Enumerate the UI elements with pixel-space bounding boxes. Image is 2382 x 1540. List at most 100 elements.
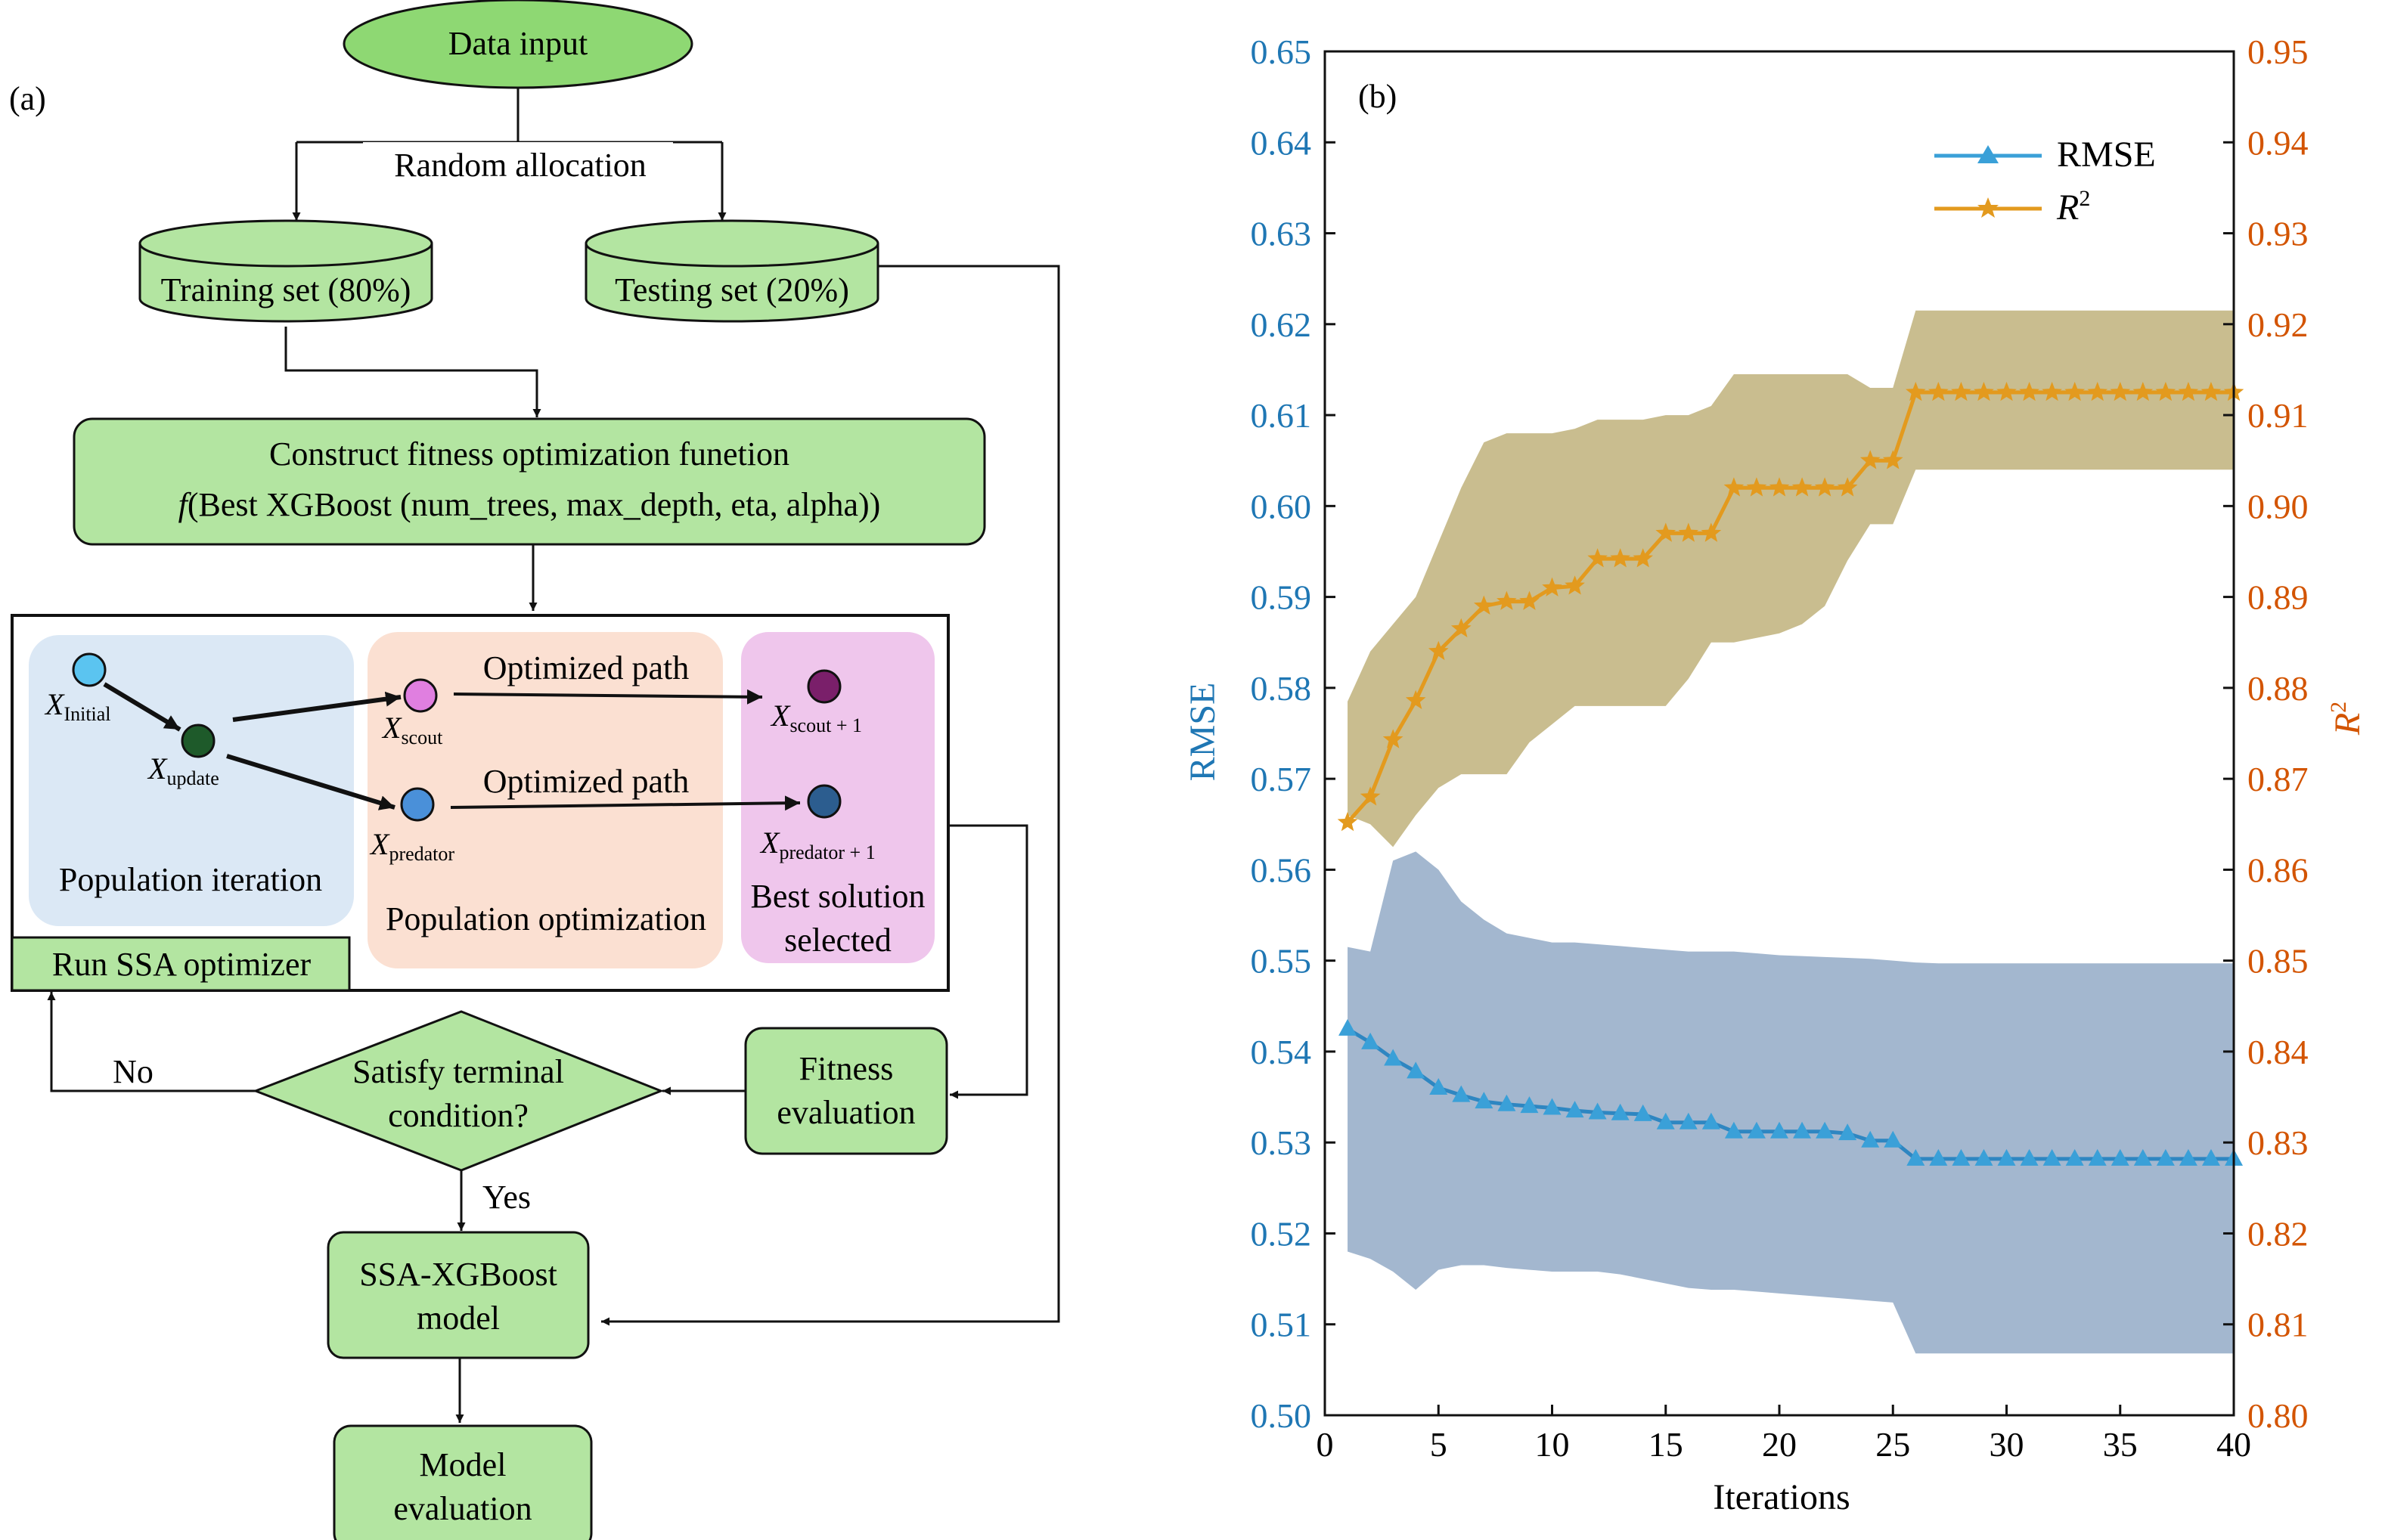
rmse-marker [1838, 1123, 1857, 1141]
chart-bands [1348, 310, 2234, 1354]
r2-marker [1451, 618, 1472, 637]
r2-marker [1996, 382, 2017, 401]
r2-marker [1882, 450, 1903, 469]
yes-label: Yes [482, 1179, 531, 1216]
rmse-marker [1816, 1121, 1835, 1139]
r2-marker [2064, 382, 2085, 401]
data-input-label: Data input [448, 25, 588, 62]
rmse-marker [1407, 1061, 1425, 1079]
x-axis-label: Iterations [1713, 1477, 1850, 1517]
rmse-marker [1520, 1096, 1539, 1114]
rmse-marker [1656, 1112, 1675, 1129]
node-x-update [181, 724, 216, 758]
r2-marker [1906, 382, 1926, 401]
node-x-scout [403, 678, 438, 713]
y-right-tick-label: 0.81 [2247, 1306, 2309, 1344]
x-tick-label: 40 [2216, 1425, 2251, 1464]
r2-marker [1337, 811, 1358, 832]
rmse-marker [1701, 1112, 1720, 1129]
label-x-predator: Xpredator [369, 827, 454, 865]
r2-marker [2155, 382, 2176, 401]
rmse-band [1348, 851, 2234, 1354]
x-tick-label: 0 [1317, 1425, 1334, 1464]
y-left-tick-label: 0.64 [1251, 123, 1312, 162]
random-allocation-label: Random allocation [394, 147, 647, 184]
r2-marker [2110, 382, 2131, 401]
rmse-marker [1475, 1092, 1493, 1109]
x-tick-label: 30 [1990, 1425, 2024, 1464]
x-tick-label: 35 [2103, 1425, 2138, 1464]
r2-marker [1951, 382, 1971, 401]
rmse-marker [1906, 1148, 1925, 1166]
y-right-tick-label: 0.87 [2247, 760, 2309, 798]
rmse-marker [2179, 1148, 2197, 1166]
flowchart: (a) Data input Random allocation Trainin… [9, 0, 1060, 1540]
y-right-tick-label: 0.93 [2247, 215, 2309, 253]
r2-marker [1814, 477, 1835, 497]
arrow-predator-path [450, 795, 801, 811]
y-right-tick-label: 0.94 [2247, 123, 2309, 162]
x-tick-label: 20 [1762, 1425, 1797, 1464]
y-axis-left-ticks: 0.50 0.51 0.52 0.53 0.54 0.55 0.56 0.57 0.58 0.59… [1251, 33, 1335, 1435]
rmse-marker [1361, 1032, 1380, 1049]
r2-marker [1610, 548, 1630, 568]
fitness-eval-box [744, 1027, 948, 1155]
r2-marker [1360, 786, 1381, 806]
x-tick-label: 15 [1648, 1425, 1683, 1464]
y-left-tick-label: 0.57 [1251, 760, 1312, 798]
rmse-marker [1588, 1102, 1607, 1120]
arrow-update-to-scout [232, 691, 402, 722]
rmse-marker [1452, 1085, 1471, 1102]
r2-marker [1791, 477, 1813, 497]
arrow-ssa-to-fitness-eval [948, 824, 1028, 1099]
rmse-marker [2020, 1148, 2039, 1166]
rmse-marker [2156, 1148, 2175, 1166]
model-eval-label-2: evaluation [393, 1490, 532, 1527]
no-label: No [113, 1053, 154, 1090]
r2-marker [1655, 522, 1676, 542]
y-left-tick-label: 0.59 [1251, 578, 1312, 617]
split-connector [296, 88, 722, 144]
rmse-marker [1861, 1130, 1880, 1148]
fitness-function-line2: f(Best XGBoost (num_trees, max_depth, et… [178, 486, 881, 523]
y-left-tick-label: 0.61 [1251, 396, 1312, 435]
y-axis-right-label: R2 [2326, 702, 2368, 736]
y-axis-left-label: RMSE [1183, 683, 1223, 782]
legend-rmse-marker [1977, 145, 1999, 163]
label-x-update: Xupdate [147, 751, 219, 789]
r2-marker [2201, 382, 2222, 401]
x-tick-label: 25 [1875, 1425, 1910, 1464]
r2-marker [1542, 577, 1562, 596]
rmse-marker [1997, 1148, 2016, 1166]
rmse-marker [1611, 1103, 1630, 1120]
y-right-tick-label: 0.84 [2247, 1033, 2309, 1071]
rmse-marker [1974, 1148, 1993, 1166]
ssa-xgboost-box [327, 1231, 590, 1359]
r2-marker [1565, 575, 1585, 595]
rmse-marker [2065, 1148, 2084, 1166]
label-x-initial: XInitial [44, 687, 111, 725]
y-right-tick-label: 0.88 [2247, 669, 2309, 708]
rmse-marker [1952, 1148, 1971, 1166]
label-x-scout: Xscout [381, 711, 443, 748]
y-left-tick-label: 0.54 [1251, 1033, 1312, 1071]
model-eval-label-1: Model [420, 1446, 507, 1483]
rmse-marker [2133, 1148, 2152, 1166]
panel-a-label: (a) [9, 80, 46, 117]
y-left-tick-label: 0.60 [1251, 487, 1312, 525]
random-allocation-bg [363, 142, 673, 187]
condition-label-2: condition? [388, 1097, 529, 1134]
population-iteration-label: Population iteration [59, 861, 322, 898]
r2-marker [1519, 590, 1540, 610]
condition-label-1: Satisfy terminal [352, 1053, 564, 1090]
r2-marker [1723, 477, 1745, 497]
y-left-tick-label: 0.52 [1251, 1214, 1312, 1253]
r2-marker [1974, 382, 1994, 401]
run-ssa-label: Run SSA optimizer [52, 946, 312, 983]
chart: 0 5 10 15 20 25 30 35 40 0.500.510.520.530.540.5… [1183, 33, 2368, 1517]
r2-band [1348, 310, 2234, 847]
node-x-scout1 [807, 669, 842, 704]
arrow-initial-to-update [103, 682, 181, 732]
x-tick-label: 10 [1535, 1425, 1570, 1464]
